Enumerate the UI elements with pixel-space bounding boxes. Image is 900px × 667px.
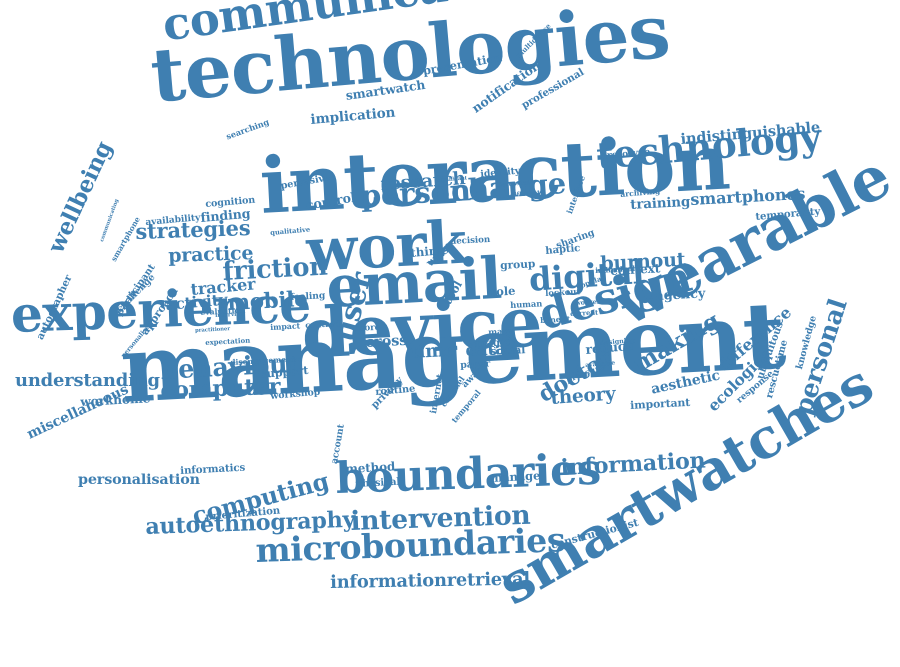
word-training: training	[629, 194, 691, 214]
word-impact: impact	[269, 321, 301, 332]
word-haptic: haptic	[544, 242, 581, 257]
word-many: many	[487, 325, 514, 338]
word-worker: worker	[574, 297, 601, 307]
word-decision: decision	[449, 234, 491, 247]
word-informationretrieval: informationretrieval	[329, 568, 531, 593]
word-practice: practice	[167, 241, 254, 267]
word-centred: centred	[304, 318, 341, 331]
word-time: time	[409, 339, 456, 363]
word-current: current	[569, 308, 599, 318]
word-role: role	[489, 283, 516, 299]
word-group: group	[499, 257, 536, 273]
word-communicating: communicating	[99, 198, 121, 243]
word-understanding: understanding	[15, 369, 160, 391]
word-personalisation: personalisation	[78, 471, 200, 488]
word-manage: manage	[489, 468, 541, 485]
word-cross: cross	[364, 332, 408, 352]
word-benefit: benefit	[539, 314, 571, 325]
word-more: more	[354, 322, 381, 334]
word-qualitative: qualitative	[269, 225, 311, 237]
word-lockout: lockout	[544, 286, 581, 299]
word-agency: agency	[654, 285, 706, 304]
word-searching: searching	[224, 117, 271, 142]
word-important: important	[629, 396, 691, 413]
word-informatics: informatics	[179, 461, 246, 477]
word-human: human	[509, 298, 543, 311]
word-expectation: expectation	[204, 336, 251, 348]
word-magic: magic	[474, 335, 511, 350]
word-implication: implication	[309, 104, 396, 129]
word-feeling: feeling	[289, 289, 326, 303]
word-intervention: intervention	[349, 499, 531, 537]
word-miscellaneous: miscellaneous	[24, 381, 131, 443]
